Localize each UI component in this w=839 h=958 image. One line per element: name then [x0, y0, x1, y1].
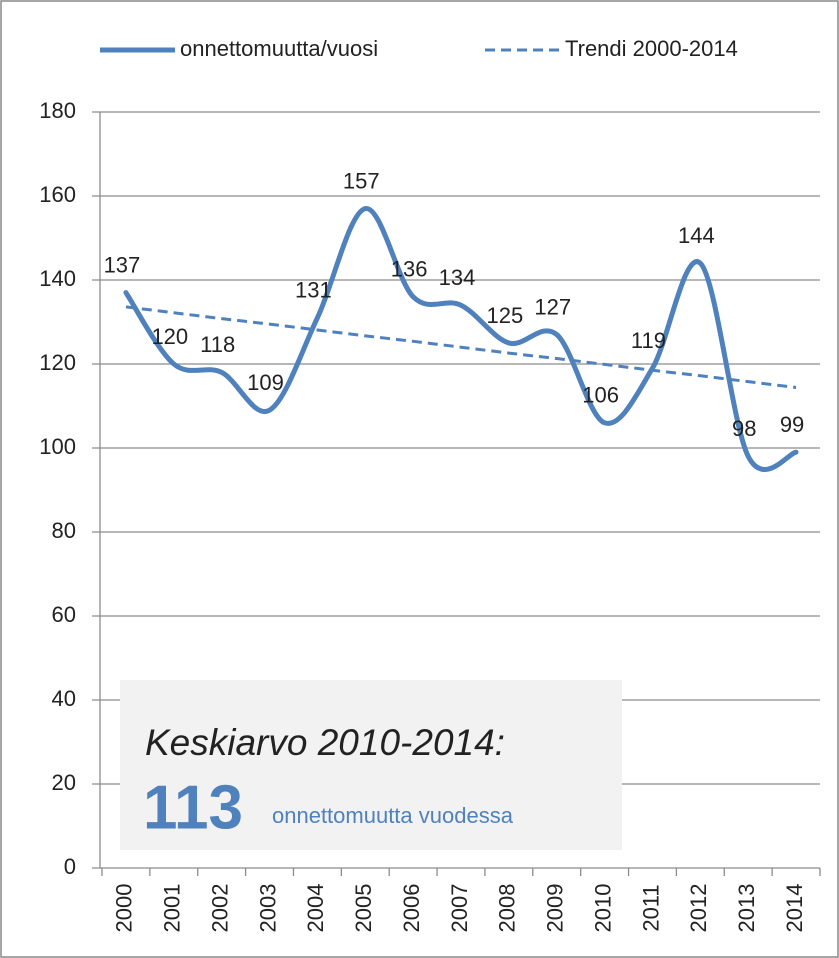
y-tick-label: 160: [39, 182, 76, 207]
data-label: 109: [247, 370, 284, 395]
x-tick-label: 2007: [447, 884, 472, 933]
x-tick-label: 2008: [495, 884, 520, 933]
data-label: 106: [582, 383, 619, 408]
series-line: [123, 206, 799, 472]
data-label: 136: [391, 257, 428, 282]
data-label: 157: [343, 168, 380, 193]
y-tick-label: 180: [39, 98, 76, 123]
annotation-box: [120, 680, 622, 850]
data-label: 99: [780, 412, 804, 437]
y-tick-label: 140: [39, 266, 76, 291]
x-tick-label: 2003: [255, 884, 280, 933]
data-label: 131: [295, 278, 332, 303]
x-tick-label: 2009: [543, 884, 568, 933]
y-tick-label: 0: [64, 854, 76, 879]
x-tick-label: 2004: [303, 884, 328, 933]
data-label: 137: [104, 252, 141, 277]
data-label: 144: [678, 223, 715, 248]
y-tick-label: 120: [39, 350, 76, 375]
x-tick-label: 2002: [207, 884, 232, 933]
x-tick-label: 2012: [686, 884, 711, 933]
y-tick-label: 80: [52, 518, 76, 543]
series-line: [125, 305, 797, 390]
legend-label: Trendi 2000-2014: [565, 36, 738, 61]
annotation-value: 113: [143, 773, 243, 842]
x-tick-label: 2000: [112, 884, 137, 933]
data-label: 98: [732, 416, 756, 441]
x-tick-label: 2011: [638, 884, 663, 931]
x-tick-label: 2014: [782, 884, 807, 933]
annotation-title: Keskiarvo 2010-2014:: [145, 722, 505, 763]
x-tick-label: 2013: [734, 884, 759, 933]
y-tick-label: 100: [39, 434, 76, 459]
x-tick-label: 2001: [160, 884, 185, 933]
data-label: 118: [200, 332, 235, 357]
y-tick-label: 60: [52, 602, 76, 627]
x-tick-label: 2010: [590, 884, 615, 933]
y-tick-label: 40: [52, 686, 76, 711]
legend-label: onnettomuutta/vuosi: [180, 36, 378, 61]
x-tick-label: 2005: [351, 884, 376, 933]
annotation-text: onnettomuutta vuodessa: [272, 803, 514, 828]
data-label: 125: [487, 303, 524, 328]
data-label: 134: [439, 265, 476, 290]
y-tick-label: 20: [52, 770, 76, 795]
data-label: 127: [534, 294, 571, 319]
x-tick-label: 2006: [399, 884, 424, 933]
data-label: 119: [631, 328, 666, 353]
data-label: 120: [151, 324, 188, 349]
